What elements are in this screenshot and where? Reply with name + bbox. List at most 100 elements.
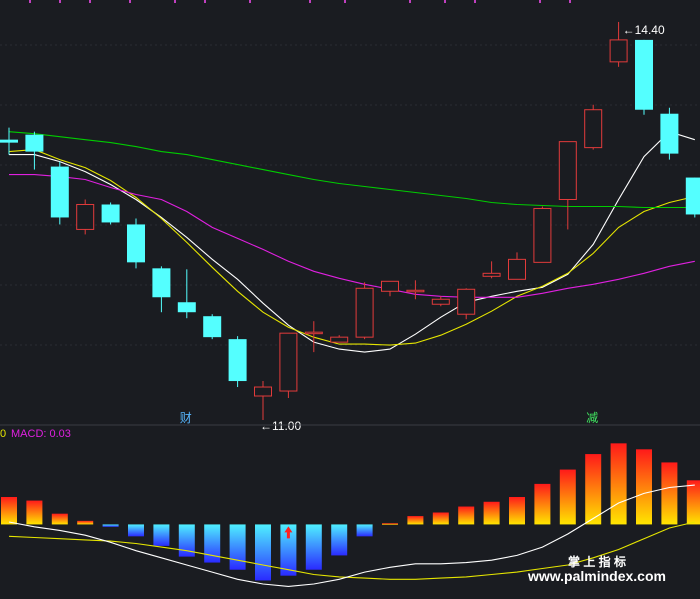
macd-bar [661,462,678,525]
candle [127,218,145,269]
candle [0,127,18,155]
ma-line-1 [9,131,695,353]
candlestick-series [0,21,700,420]
ma-line-4 [9,174,695,298]
macd-bar [509,497,525,525]
macd-title: MACD: 0.03 [11,428,71,440]
macd-bar [204,524,221,563]
candle-body-down [50,166,69,218]
macd-bar [229,524,246,570]
macd-bar [102,524,119,527]
macd-bar [559,469,576,525]
candle-body-down [25,134,44,152]
macd-bar [382,523,398,525]
macd-bar [432,512,449,525]
candle [254,381,272,420]
macd-bar [128,524,144,537]
candle [203,314,222,340]
macd-bar [331,524,348,556]
macd-prefix-label: 0 [0,428,6,440]
candle [406,280,425,300]
candle-body-down [127,224,145,263]
macd-dif-line [8,484,695,587]
candle [304,321,323,353]
candle-body-up [330,336,349,343]
candle [558,141,577,230]
candle-body-up [76,203,95,230]
macd-bar [305,524,322,570]
candle-body-down [152,268,171,298]
macd-bar [686,480,700,525]
candle-body-up [584,109,603,149]
macd-bar [458,506,475,525]
candle-body-up [406,289,425,293]
candle [228,336,247,388]
candle-body-up [482,272,501,277]
macd-bar [280,524,297,576]
macd-bar [534,483,551,525]
candle-body-down [228,339,247,382]
price-annotations: ←14.40 ←11.00 财 减 [180,23,665,433]
ma-line-3 [8,131,695,209]
low-price-label: ←11.00 [260,419,301,433]
candle [25,131,44,170]
candle-body-up [558,141,577,201]
candle-body-up [457,288,476,315]
macd-bar [610,443,627,525]
candle-body-up [609,39,628,63]
candle-body-up [381,280,399,292]
candle-body-up [279,332,298,392]
candle-body-up [508,258,526,280]
candle-body-down [101,204,120,223]
macd-bar [483,501,500,525]
candle-body-up [355,287,374,338]
macd-bar [178,524,195,557]
signal-label: 财 [180,411,192,425]
candle-body-up [533,207,552,263]
watermark-title: 掌 上 指 标 [568,554,626,569]
macd-bar [153,524,170,546]
candle [457,288,476,320]
macd-bar [77,520,94,525]
candle-body-down [0,139,18,143]
grid-lines [0,0,700,346]
candle [660,107,679,160]
candle-body-up [431,298,450,305]
candle [609,21,628,67]
candle [635,39,653,115]
candle [533,206,552,263]
macd-bar [636,449,652,525]
candle [279,332,298,399]
candle [76,199,95,235]
macd-bar [1,497,17,525]
macd-bar [585,454,602,525]
candle [584,104,603,150]
high-price-label: ←14.40 [623,23,665,37]
candle-body-down [203,316,222,338]
candle [355,282,374,340]
macd-histogram [1,443,700,581]
signal-label: 减 [586,411,598,425]
moving-average-lines [8,131,695,353]
candle [152,266,171,313]
macd-lines [8,484,695,587]
macd-bar [255,524,271,581]
candle [50,161,69,225]
candle [177,269,196,319]
macd-dea-line [8,521,695,580]
macd-bar [407,516,424,525]
candle-body-down [635,39,653,110]
candle [381,280,399,297]
macd-bar [356,524,373,537]
candle [431,296,450,307]
candle-body-down [177,302,196,313]
watermark-url: www.palmindex.com [527,568,666,584]
candle-body-down [660,113,679,154]
candle [482,261,501,279]
macd-up-arrow-icon [284,526,293,539]
candle-body-up [304,331,323,335]
macd-bar [51,513,68,525]
ma-line-2 [8,149,695,346]
